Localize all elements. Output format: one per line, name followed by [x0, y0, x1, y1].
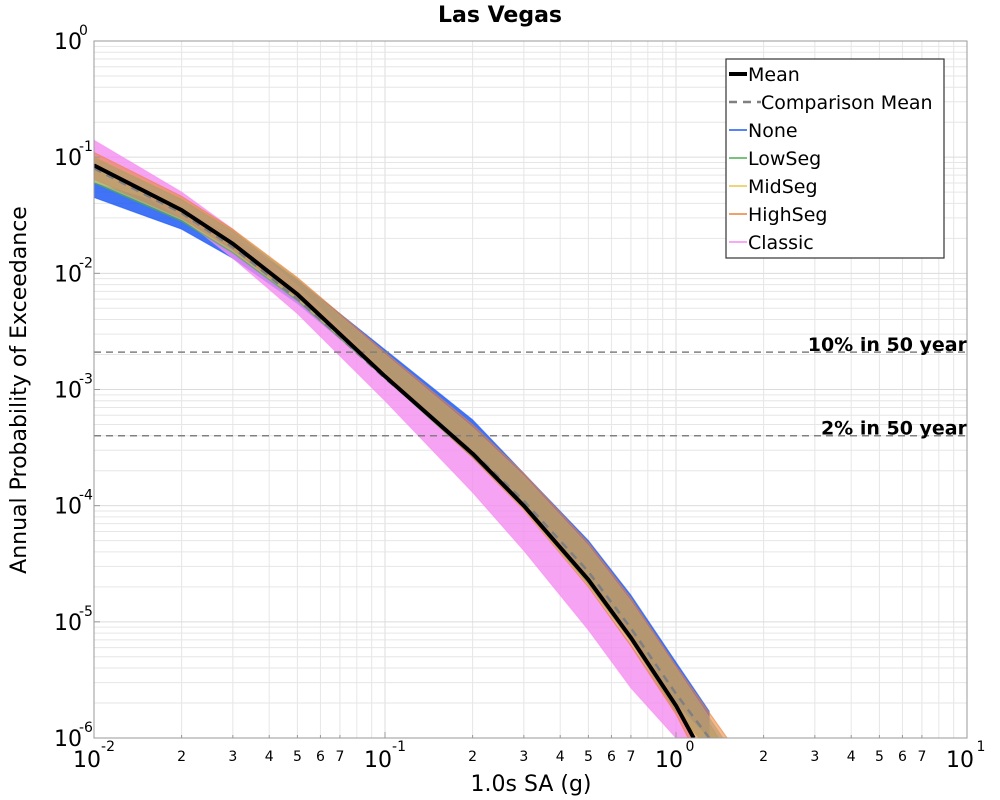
x-tick-label: 10 — [364, 748, 392, 773]
x-minor-tick-label: 3 — [228, 749, 237, 765]
x-minor-tick-label: 5 — [875, 749, 884, 765]
y-tick-exponent: -4 — [79, 488, 93, 504]
x-minor-tick-label: 6 — [607, 749, 616, 765]
y-tick-exponent: -6 — [79, 720, 93, 736]
x-minor-tick-label: 4 — [556, 749, 565, 765]
y-tick-label: 10 — [54, 379, 82, 404]
y-tick-exponent: 0 — [79, 23, 88, 39]
x-tick-label: 10 — [73, 748, 101, 773]
y-tick-label: 10 — [54, 30, 82, 55]
y-tick-exponent: -5 — [79, 604, 93, 620]
y-axis-label: Annual Probability of Exceedance — [7, 206, 32, 574]
legend-label-comparison-mean: Comparison Mean — [761, 92, 933, 114]
x-tick-label: 10 — [946, 748, 974, 773]
y-tick-label: 10 — [54, 262, 82, 287]
x-minor-tick-label: 7 — [335, 749, 344, 765]
x-minor-tick-label: 4 — [847, 749, 856, 765]
x-axis-label: 1.0s SA (g) — [471, 772, 592, 797]
x-minor-tick-label: 7 — [917, 749, 926, 765]
legend-box — [725, 58, 945, 259]
x-minor-tick-label: 4 — [265, 749, 274, 765]
legend-label-lowseg: LowSeg — [748, 148, 821, 170]
legend-label-mean: Mean — [748, 64, 800, 86]
series-bands — [94, 139, 728, 738]
y-tick-label: 10 — [54, 611, 82, 636]
legend-label-none: None — [748, 120, 798, 142]
x-minor-tick-label: 6 — [898, 749, 907, 765]
x-minor-tick-label: 2 — [759, 749, 768, 765]
y-tick-label: 10 — [54, 146, 82, 171]
y-tick-exponent: -2 — [79, 255, 93, 271]
x-minor-tick-label: 3 — [519, 749, 528, 765]
y-tick-label: 10 — [54, 495, 82, 520]
x-minor-tick-label: 5 — [293, 749, 302, 765]
chart-title: Las Vegas — [438, 3, 562, 28]
x-tick-exponent: 1 — [977, 739, 986, 755]
x-minor-tick-label: 6 — [316, 749, 325, 765]
y-tick-exponent: -1 — [79, 139, 93, 155]
x-tick-exponent: -1 — [392, 739, 406, 755]
legend-label-highseg: HighSeg — [748, 204, 827, 226]
reference-label-0: 10% in 50 year — [808, 334, 968, 356]
legend: Mean Comparison Mean None LowSeg MidSeg HighS… — [725, 58, 945, 259]
x-minor-tick-label: 2 — [468, 749, 477, 765]
reference-label-1: 2% in 50 year — [821, 418, 968, 440]
x-tick-label: 10 — [655, 748, 683, 773]
legend-label-classic: Classic — [748, 232, 814, 254]
mean-line — [94, 163, 696, 738]
y-tick-exponent: -3 — [79, 372, 93, 388]
x-minor-tick-label: 5 — [584, 749, 593, 765]
x-minor-tick-label: 2 — [177, 749, 186, 765]
x-minor-tick-label: 7 — [626, 749, 635, 765]
x-tick-exponent: 0 — [686, 739, 695, 755]
mean-curves — [94, 163, 711, 738]
y-tick-label: 10 — [54, 727, 82, 752]
legend-label-midseg: MidSeg — [748, 176, 818, 198]
x-tick-exponent: -2 — [101, 739, 115, 755]
x-minor-tick-label: 3 — [810, 749, 819, 765]
reference-lines: 10% in 50 year 2% in 50 year — [94, 334, 968, 440]
